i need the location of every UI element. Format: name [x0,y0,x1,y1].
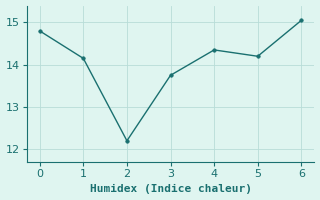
X-axis label: Humidex (Indice chaleur): Humidex (Indice chaleur) [90,184,252,194]
